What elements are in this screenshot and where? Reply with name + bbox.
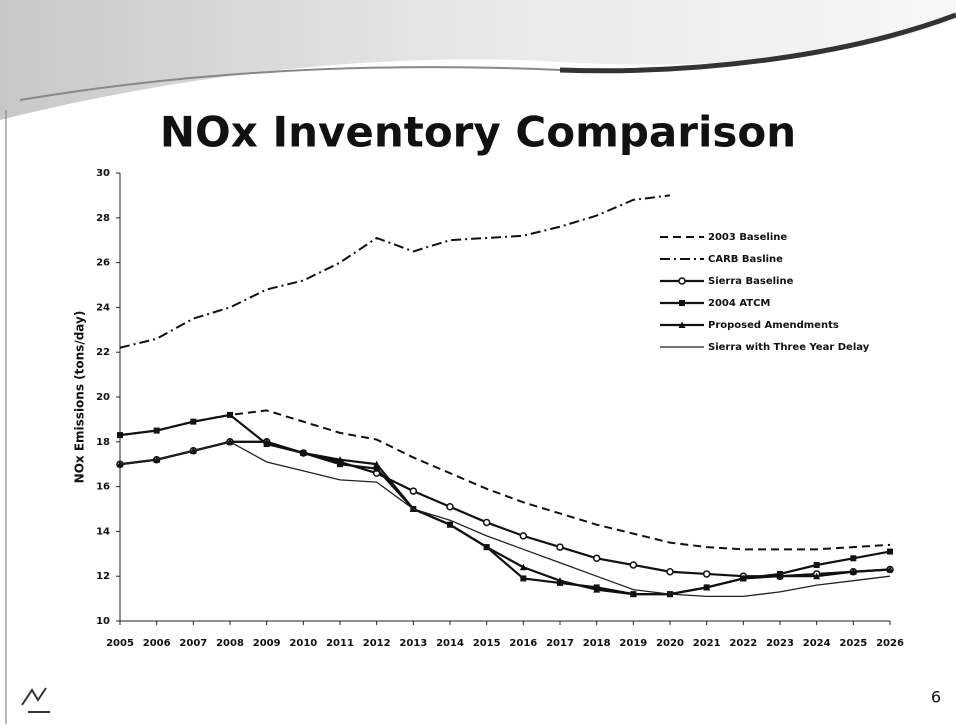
data-point xyxy=(190,419,196,425)
y-tick-label: 26 xyxy=(96,258,110,269)
x-tick-label: 2019 xyxy=(619,638,647,649)
x-tick-label: 2026 xyxy=(876,638,904,649)
x-tick-label: 2024 xyxy=(803,638,831,649)
chart-title: NOx Inventory Comparison xyxy=(160,108,796,157)
x-tick-label: 2016 xyxy=(509,638,537,649)
y-tick-label: 28 xyxy=(96,213,110,224)
x-tick-label: 2013 xyxy=(399,638,427,649)
x-tick-label: 2008 xyxy=(216,638,244,649)
x-tick-label: 2020 xyxy=(656,638,684,649)
data-point xyxy=(814,562,820,568)
x-tick-label: 2006 xyxy=(143,638,171,649)
x-tick-label: 2009 xyxy=(253,638,281,649)
x-tick-label: 2021 xyxy=(693,638,721,649)
page: NOx Inventory Comparison NOx Emissions (… xyxy=(0,0,956,728)
legend-label: Sierra with Three Year Delay xyxy=(708,342,870,353)
x-tick-label: 2015 xyxy=(473,638,501,649)
x-tick-label: 2017 xyxy=(546,638,574,649)
y-tick-label: 10 xyxy=(96,616,110,627)
x-tick-label: 2023 xyxy=(766,638,794,649)
data-point xyxy=(520,533,526,539)
y-tick-label: 18 xyxy=(96,437,110,448)
data-point xyxy=(410,488,416,494)
data-point xyxy=(667,569,673,575)
data-point xyxy=(520,575,526,581)
x-tick-label: 2022 xyxy=(729,638,757,649)
data-point xyxy=(154,428,160,434)
y-tick-label: 12 xyxy=(96,571,110,582)
x-tick-label: 2007 xyxy=(179,638,207,649)
x-tick-label: 2005 xyxy=(106,638,134,649)
data-point xyxy=(557,544,563,550)
data-point xyxy=(594,555,600,561)
y-axis-label: NOx Emissions (tons/day) xyxy=(73,311,87,484)
slide: NOx Inventory Comparison NOx Emissions (… xyxy=(0,0,956,724)
data-point xyxy=(630,562,636,568)
legend-label: 2004 ATCM xyxy=(708,298,770,309)
y-tick-label: 24 xyxy=(96,302,110,313)
data-point xyxy=(850,555,856,561)
data-point xyxy=(447,504,453,510)
y-tick-label: 14 xyxy=(96,526,110,537)
data-point xyxy=(704,571,710,577)
legend-label: CARB Basline xyxy=(708,254,783,265)
x-tick-label: 2011 xyxy=(326,638,354,649)
x-tick-label: 2018 xyxy=(583,638,611,649)
x-tick-label: 2010 xyxy=(289,638,317,649)
data-point xyxy=(227,412,233,418)
legend-label: Sierra Baseline xyxy=(708,276,794,287)
page-number: 6 xyxy=(931,688,941,707)
legend-marker xyxy=(679,278,685,284)
legend-marker xyxy=(679,300,685,306)
legend-label: Proposed Amendments xyxy=(708,320,839,331)
data-point xyxy=(484,519,490,525)
x-tick-label: 2014 xyxy=(436,638,464,649)
x-tick-label: 2025 xyxy=(839,638,867,649)
legend-label: 2003 Baseline xyxy=(708,232,787,243)
y-tick-label: 16 xyxy=(96,482,110,493)
y-tick-label: 20 xyxy=(96,392,110,403)
data-point xyxy=(117,432,123,438)
y-tick-label: 30 xyxy=(96,168,110,179)
data-point xyxy=(887,549,893,555)
x-tick-label: 2012 xyxy=(363,638,391,649)
y-tick-label: 22 xyxy=(96,347,110,358)
